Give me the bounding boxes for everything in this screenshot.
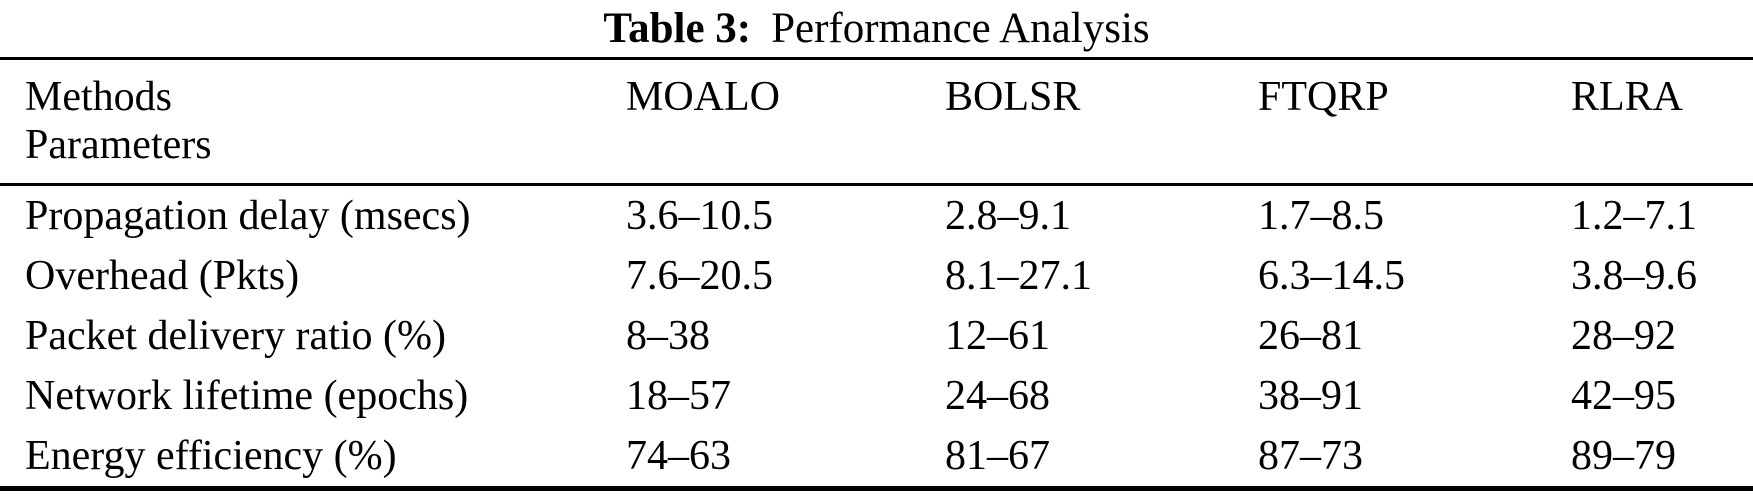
table-row-overhead: Overhead (Pkts) 7.6–20.5 8.1–27.1 6.3–14… [0,246,1753,306]
table-caption-title: Performance Analysis [771,5,1150,52]
row-header-propagation-delay: Propagation delay (msecs) [25,193,471,239]
table-row-propagation-delay: Propagation delay (msecs) 3.6–10.5 2.8–9… [0,185,1753,247]
header-method-moalo: MOALO [626,58,945,186]
row-header-network-lifetime: Network lifetime (epochs) [25,373,469,419]
table-row-energy-efficiency: Energy efficiency (%) 74–63 81–67 87–73 … [0,426,1753,489]
table-row-packet-delivery-ratio: Packet delivery ratio (%) 8–38 12–61 26–… [0,306,1753,366]
header-method-ftqrp: FTQRP [1258,58,1571,186]
header-methods-parameters: Methods Parameters [0,58,626,186]
table-cell: 12–61 [945,313,1050,359]
table-header-row: Methods Parameters MOALO BOLSR FTQRP RLR… [0,58,1753,186]
table-cell: 18–57 [626,373,731,419]
header-parameters-label: Parameters [25,122,212,168]
table-cell: 1.7–8.5 [1258,193,1384,239]
performance-table: Methods Parameters MOALO BOLSR FTQRP RLR… [0,57,1753,491]
row-header-overhead: Overhead (Pkts) [25,253,300,299]
table-cell: 74–63 [626,433,731,479]
table-cell: 81–67 [945,433,1050,479]
table-cell: 24–68 [945,373,1050,419]
table-cell: 42–95 [1571,373,1676,419]
table-row-network-lifetime: Network lifetime (epochs) 18–57 24–68 38… [0,366,1753,426]
table-cell: 8.1–27.1 [945,253,1092,299]
table-cell: 8–38 [626,313,710,359]
row-header-energy-efficiency: Energy efficiency (%) [25,433,397,479]
table-cell: 1.2–7.1 [1571,193,1697,239]
table-cell: 3.6–10.5 [626,193,773,239]
header-methods-label: Methods [25,74,172,120]
table-caption-label: Table 3: [603,5,752,52]
row-header-packet-delivery-ratio: Packet delivery ratio (%) [25,313,446,359]
table-cell: 89–79 [1571,433,1676,479]
table-cell: 7.6–20.5 [626,253,773,299]
table-cell: 2.8–9.1 [945,193,1071,239]
table-cell: 28–92 [1571,313,1676,359]
table-cell: 38–91 [1258,373,1363,419]
table-caption: Table 3: Performance Analysis [0,4,1753,54]
header-method-rlra: RLRA [1571,58,1753,186]
table-cell: 87–73 [1258,433,1363,479]
header-method-bolsr: BOLSR [945,58,1258,186]
table-cell: 3.8–9.6 [1571,253,1697,299]
table-cell: 26–81 [1258,313,1363,359]
table-cell: 6.3–14.5 [1258,253,1405,299]
